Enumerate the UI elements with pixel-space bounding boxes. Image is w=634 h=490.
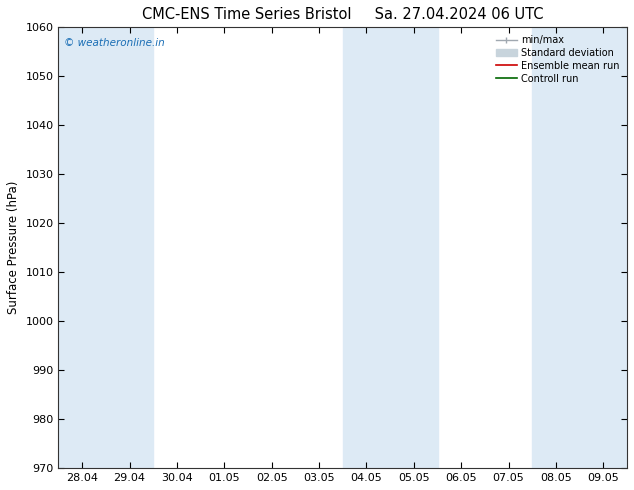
Title: CMC-ENS Time Series Bristol     Sa. 27.04.2024 06 UTC: CMC-ENS Time Series Bristol Sa. 27.04.20… bbox=[142, 7, 543, 22]
Bar bbox=[106, 27, 153, 468]
Bar bbox=[390, 27, 437, 468]
Bar bbox=[58, 27, 106, 468]
Bar bbox=[533, 27, 579, 468]
Y-axis label: Surface Pressure (hPa): Surface Pressure (hPa) bbox=[7, 181, 20, 315]
Text: © weatheronline.in: © weatheronline.in bbox=[64, 38, 165, 49]
Bar bbox=[343, 27, 390, 468]
Bar bbox=[579, 27, 627, 468]
Legend: min/max, Standard deviation, Ensemble mean run, Controll run: min/max, Standard deviation, Ensemble me… bbox=[493, 32, 622, 87]
